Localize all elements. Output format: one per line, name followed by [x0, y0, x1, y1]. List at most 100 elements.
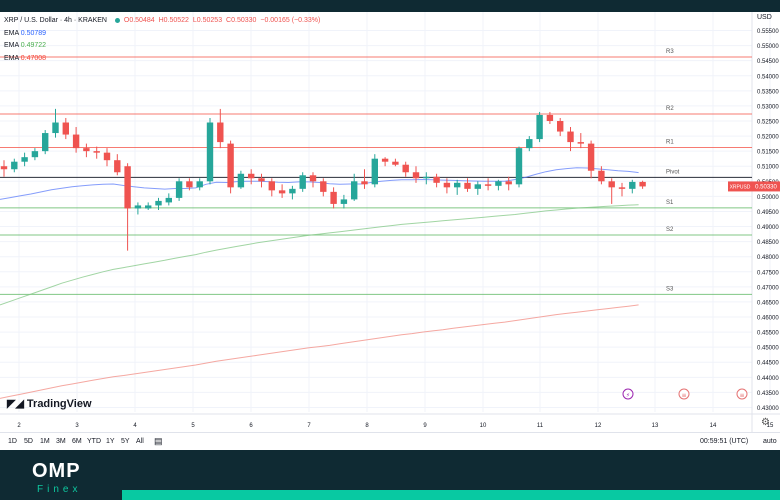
timeframe-all[interactable]: All	[136, 438, 144, 445]
candle-body	[546, 114, 554, 121]
candle-body	[83, 148, 90, 152]
candle	[515, 146, 523, 188]
candle-body	[21, 157, 28, 162]
chart-area[interactable]: 0.55500 0.55000 0.54500 0.54000 0.53500 0.530…	[0, 12, 780, 432]
price-chart[interactable]: 0.55500 0.55000 0.54500 0.54000 0.53500 0.530…	[0, 12, 780, 432]
candle-body	[227, 143, 234, 188]
candle	[52, 108, 59, 138]
ema-value: 0.50789	[20, 29, 47, 37]
footer-accent-strip	[122, 490, 780, 500]
price-tick-label: 0.46500	[757, 300, 779, 306]
ohlc-high: H0.50522	[158, 17, 189, 24]
timeframe-5d[interactable]: 5D	[24, 438, 33, 445]
candle-body	[217, 122, 224, 143]
price-tick-label: 0.48000	[757, 255, 779, 261]
candle	[557, 117, 564, 137]
candle	[42, 130, 49, 155]
ema-mid-line	[0, 204, 639, 306]
price-tick-label: 0.49500	[757, 210, 779, 216]
gear-icon[interactable]: ⚙	[761, 417, 770, 428]
candle-body	[536, 114, 543, 140]
candle	[423, 172, 430, 185]
candle-body	[237, 173, 245, 188]
candle	[484, 178, 492, 191]
symbol-title[interactable]: XRP / U.S. Dollar · 4h · KRAKEN	[4, 17, 107, 24]
candle-body	[505, 181, 512, 185]
price-tick-label: 0.49000	[757, 225, 779, 231]
candle	[361, 169, 368, 189]
candle	[196, 178, 203, 191]
finex-logo: Finex	[37, 484, 82, 495]
candle-body	[124, 166, 131, 209]
candle	[21, 152, 28, 167]
ema-value: 0.49722	[20, 42, 47, 49]
candle-body	[330, 191, 337, 204]
ema-fast-line	[0, 167, 639, 200]
candle	[536, 111, 543, 143]
price-tick-label: 0.44000	[757, 376, 779, 382]
candle-body	[31, 151, 39, 158]
candle-body	[412, 172, 420, 179]
us-flag-event-icon	[736, 388, 748, 400]
candle-body	[289, 188, 296, 194]
ema-row-3[interactable]: EMA 0.47008	[4, 53, 324, 66]
candle	[443, 178, 451, 194]
candle	[268, 178, 275, 197]
candle-body	[72, 134, 80, 149]
candle-body	[402, 164, 409, 173]
chart-legend: XRP / U.S. Dollar · 4h · KRAKEN O0.50484…	[4, 15, 324, 65]
ema-label: EMA	[4, 42, 19, 49]
price-tick-label: 0.51500	[757, 150, 779, 156]
ema-label: EMA	[4, 29, 19, 37]
candle	[495, 179, 502, 191]
candle	[392, 158, 399, 167]
ema-row-2[interactable]: EMA 0.49722	[4, 40, 324, 53]
pivot-label-s2: S2	[666, 227, 674, 233]
price-tick-label: 0.55000	[757, 44, 779, 50]
timeframe-5y[interactable]: 5Y	[121, 438, 130, 445]
time-tick-label: 7	[307, 423, 311, 429]
candle-body	[114, 160, 121, 173]
timeframe-6m[interactable]: 6M	[72, 438, 82, 445]
candle	[155, 197, 162, 210]
candle-body	[557, 120, 564, 132]
omp-logo: OMP	[32, 460, 81, 482]
us-flag-event-icon-glyph: ≡	[739, 392, 744, 399]
timeframe-1m[interactable]: 1M	[40, 438, 50, 445]
time-tick-label: 14	[710, 423, 717, 429]
us-flag-event-icon	[678, 388, 690, 400]
candle	[546, 111, 554, 125]
date-range-icon[interactable]: ▤	[154, 436, 163, 446]
candle	[124, 163, 131, 251]
price-tick-label: 0.45000	[757, 346, 779, 352]
candle-body	[567, 131, 574, 143]
candle-body	[299, 175, 306, 189]
candle	[0, 160, 8, 177]
currency-label[interactable]: USD	[757, 14, 772, 21]
price-tag-label: 0.50330	[755, 184, 777, 190]
ema-row-1[interactable]: EMA 0.50789	[4, 28, 324, 41]
timeframe-1d[interactable]: 1D	[8, 438, 17, 445]
candle-body	[134, 205, 142, 209]
pivot-label-r1: R1	[666, 140, 674, 146]
ohlc-open: O0.50484	[123, 17, 155, 24]
price-tag-box	[752, 181, 780, 192]
timeframe-1y[interactable]: 1Y	[106, 438, 115, 445]
ticker-tag-box	[728, 181, 752, 192]
candle	[217, 108, 224, 149]
tradingview-logo[interactable]: ◤◢ TradingView	[7, 397, 92, 410]
candle	[330, 187, 337, 209]
candle-body	[206, 122, 214, 182]
tradingview-logo-icon: ◤◢	[7, 398, 24, 410]
price-tick-label: 0.47500	[757, 270, 779, 276]
candle-body	[454, 182, 461, 188]
utc-clock[interactable]: 00:59:51 (UTC)	[700, 438, 749, 445]
candle	[412, 166, 420, 183]
candle-body	[145, 205, 152, 209]
timeframe-ytd[interactable]: YTD	[87, 438, 101, 445]
candle-body	[443, 182, 451, 188]
price-tick-label: 0.46000	[757, 316, 779, 322]
auto-scale-toggle[interactable]: auto	[763, 438, 777, 445]
candle-body	[320, 181, 327, 192]
timeframe-3m[interactable]: 3M	[56, 438, 66, 445]
